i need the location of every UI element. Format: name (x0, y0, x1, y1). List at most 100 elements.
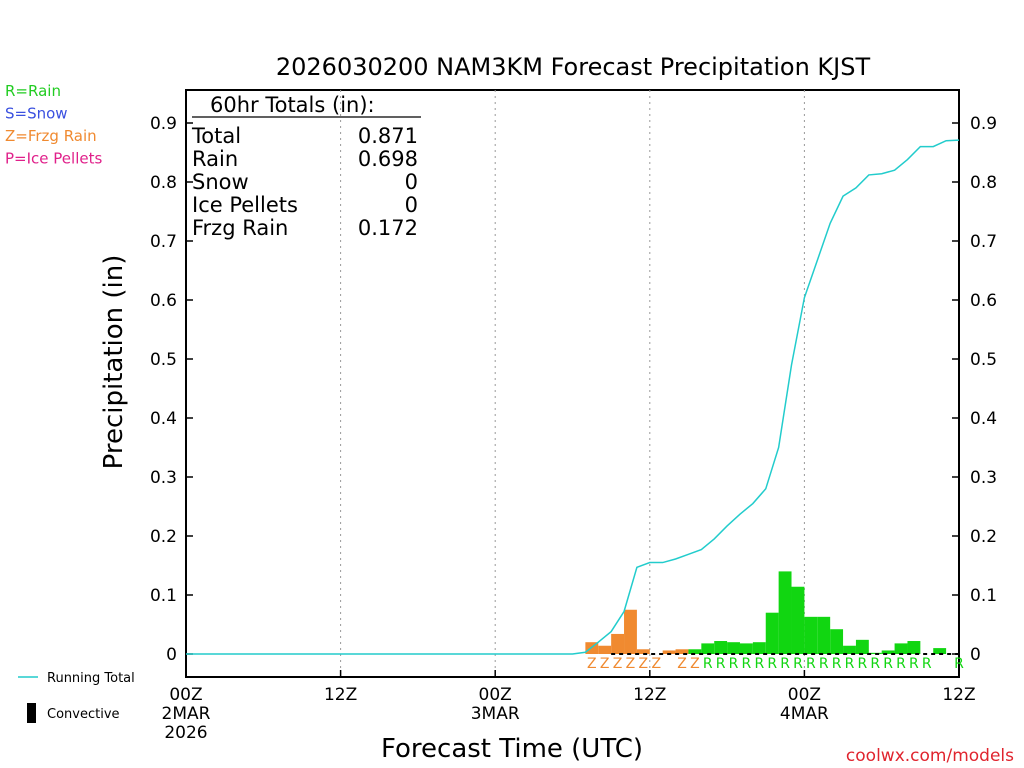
precip-type-marker: R (858, 656, 868, 672)
y-tick-label-right: 0.3 (970, 468, 997, 488)
y-tick-label-right: 0.6 (970, 291, 997, 311)
precip-type-marker: Z (651, 656, 661, 672)
x-tick-label: 00Z (788, 685, 821, 705)
x-tick-label: 00Z (169, 685, 202, 705)
x-tick-label: 2026 (164, 723, 207, 743)
x-tick-label: 12Z (633, 685, 666, 705)
precip-bar (688, 649, 702, 654)
ptype-legend-item: Z=Frzg Rain (5, 127, 97, 145)
x-tick-label: 12Z (324, 685, 357, 705)
y-tick-label-right: 0.2 (970, 527, 997, 547)
totals-header: 60hr Totals (in): (210, 93, 375, 117)
totals-row-value: 0 (405, 193, 418, 217)
precip-type-marker: Z (677, 656, 687, 672)
y-tick-label-right: 0.9 (970, 114, 997, 134)
precip-bar (791, 586, 805, 654)
precip-type-legend: R=Rain S=Snow Z=Frzg Rain P=Ice Pellets (5, 82, 102, 168)
precip-type-marker: R (954, 656, 964, 672)
x-tick-label: 2MAR (162, 704, 211, 724)
y-tick-label-left: 0 (166, 645, 177, 665)
watermark: coolwx.com/models (846, 746, 1014, 766)
x-tick-label: 4MAR (780, 704, 829, 724)
precip-bar (830, 629, 844, 654)
precip-type-marker: R (819, 656, 829, 672)
y-tick-label-left: 0.1 (150, 586, 177, 606)
y-tick-label-left: 0.9 (150, 114, 177, 134)
precip-type-marker: R (845, 656, 855, 672)
precip-bar (804, 616, 818, 654)
running-total-line (186, 139, 960, 655)
precip-bar (739, 643, 753, 654)
x-tick-label: 3MAR (471, 704, 520, 724)
y-tick-label-right: 0.1 (970, 586, 997, 606)
y-tick-label-left: 0.4 (150, 409, 177, 429)
precip-type-marker: R (806, 656, 816, 672)
totals-row-label: Snow (192, 170, 249, 194)
precip-bar (714, 641, 728, 654)
precip-type-marker: Z (613, 656, 623, 672)
gridlines (340, 90, 805, 677)
running-total-legend-label: Running Total (47, 671, 135, 686)
precip-bar (817, 616, 831, 654)
precip-bar (611, 633, 625, 654)
precip-type-marker: R (742, 656, 752, 672)
precip-type-marker: R (909, 656, 919, 672)
totals-row-value: 0.172 (358, 216, 418, 240)
ptype-legend-item: P=Ice Pellets (5, 150, 102, 168)
totals-row-label: Total (191, 124, 241, 148)
precip-bar (765, 612, 779, 654)
totals-row-value: 0 (405, 170, 418, 194)
precip-bar (894, 643, 908, 654)
y-tick-label-left: 0.8 (150, 173, 177, 193)
precip-type-marker: R (896, 656, 906, 672)
convective-legend-label: Convective (47, 707, 120, 722)
precip-type-marker: Z (690, 656, 700, 672)
x-tick-label: 00Z (479, 685, 512, 705)
precip-type-marker: Z (587, 656, 597, 672)
y-axis-right: 0 0.1 0.2 0.3 0.4 0.5 0.6 0.7 0.8 0.9 (952, 114, 997, 665)
hourly-bars (585, 571, 947, 654)
totals-row-value: 0.698 (358, 147, 418, 171)
precip-type-marker: R (754, 656, 764, 672)
chart-title: 2026030200 NAM3KM Forecast Precipitation… (276, 53, 871, 81)
precip-type-marker: R (767, 656, 777, 672)
y-tick-label-left: 0.5 (150, 350, 177, 370)
precip-bar (907, 641, 921, 654)
y-tick-label-left: 0.2 (150, 527, 177, 547)
y-tick-label-left: 0.7 (150, 232, 177, 252)
precip-bar (933, 648, 947, 654)
convective-legend-swatch (27, 703, 36, 723)
precip-bar (752, 642, 766, 654)
totals-row-label: Rain (192, 147, 238, 171)
totals-box: 60hr Totals (in): Total 0.871 Rain 0.698 Sno… (191, 93, 421, 240)
precip-bar (855, 639, 869, 654)
precip-bar (881, 650, 895, 654)
ptype-legend-item: S=Snow (5, 105, 68, 123)
precip-bar (778, 571, 792, 654)
precip-bar (843, 645, 856, 654)
precip-type-marker: R (922, 656, 932, 672)
totals-row-value: 0.871 (358, 124, 418, 148)
precip-bar (675, 649, 689, 654)
precip-type-marker: R (780, 656, 790, 672)
y-axis-title: Precipitation (in) (99, 255, 129, 470)
precip-type-marker: Z (639, 656, 649, 672)
y-tick-label-right: 0.8 (970, 173, 997, 193)
precip-bar (624, 609, 637, 654)
precip-bar (636, 649, 650, 654)
precip-type-marker: R (793, 656, 803, 672)
y-axis-left: 0 0.1 0.2 0.3 0.4 0.5 0.6 0.7 0.8 0.9 (150, 114, 193, 665)
precip-bar (662, 650, 676, 654)
precip-type-marker: R (729, 656, 739, 672)
series-legend: Running Total Convective (18, 671, 135, 723)
y-tick-label-right: 0.5 (970, 350, 997, 370)
ptype-legend-item: R=Rain (5, 82, 61, 100)
precip-type-marker: Z (626, 656, 636, 672)
precip-type-marker: R (703, 656, 713, 672)
totals-row-label: Frzg Rain (192, 216, 288, 240)
totals-row-label: Ice Pellets (192, 193, 298, 217)
y-tick-label-right: 0.4 (970, 409, 997, 429)
